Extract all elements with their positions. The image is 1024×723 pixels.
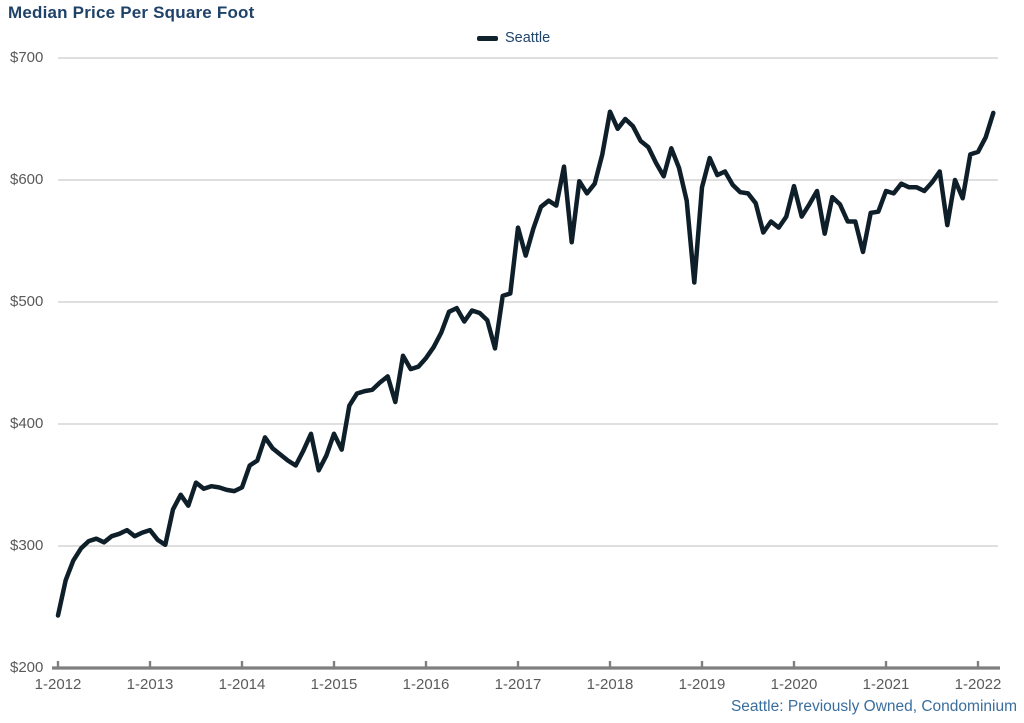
x-tick-label-1-2019: 1-2019: [678, 676, 726, 693]
x-tick-label-1-2012: 1-2012: [34, 676, 82, 693]
x-tick-label-1-2020: 1-2020: [770, 676, 818, 693]
seattle-series-line: [55, 109, 996, 618]
x-tick-label-1-2016: 1-2016: [402, 676, 450, 693]
x-tick-label-1-2017: 1-2017: [494, 676, 542, 693]
y-tick-label-$300: $300: [10, 537, 44, 554]
seattle-line-swatch-icon: [477, 35, 498, 41]
x-tick-label-1-2015: 1-2015: [310, 676, 358, 693]
y-tick-label-$400: $400: [10, 415, 44, 432]
source-note: Seattle: Previously Owned, Condominium: [730, 698, 1017, 715]
x-tick-label-1-2021: 1-2021: [862, 676, 910, 693]
x-tick-label-1-2014: 1-2014: [218, 676, 266, 693]
y-tick-label-$500: $500: [10, 293, 44, 310]
x-tick-label-1-2018: 1-2018: [586, 676, 634, 693]
legend-label: Seattle: [505, 30, 551, 46]
y-tick-label-$600: $600: [10, 171, 44, 188]
chart-title: Median Price Per Square Foot: [8, 3, 255, 22]
legend-item-seattle[interactable]: Seattle: [477, 30, 550, 46]
y-tick-label-$700: $700: [10, 49, 44, 66]
x-tick-label-1-2022: 1-2022: [954, 676, 1002, 693]
x-tick-label-1-2013: 1-2013: [126, 676, 174, 693]
y-tick-label-$200: $200: [10, 659, 44, 676]
